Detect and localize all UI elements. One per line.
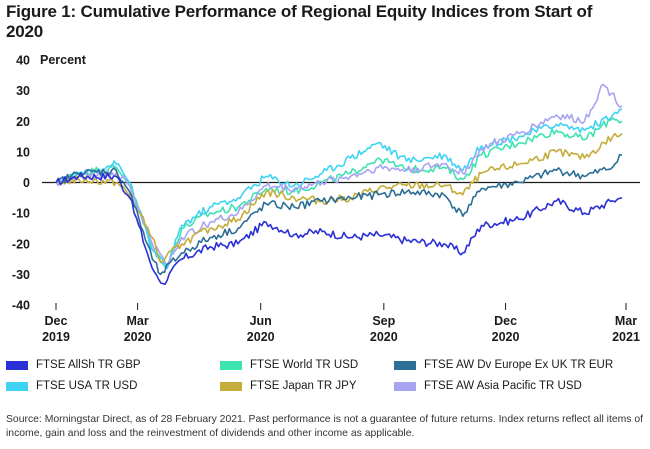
legend-swatch <box>394 360 416 370</box>
legend-label: FTSE AW Dv Europe Ex UK TR EUR <box>424 359 614 371</box>
x-tick-label: 2021 <box>612 330 640 344</box>
x-tick-label: Sep <box>372 314 395 328</box>
chart-title: Figure 1: Cumulative Performance of Regi… <box>6 2 593 41</box>
x-tick-label: 2020 <box>124 330 152 344</box>
legend-label: FTSE World TR USD <box>250 359 359 371</box>
y-tick-label: -10 <box>12 207 30 221</box>
y-axis-label: Percent <box>40 53 87 67</box>
x-tick-label: 2020 <box>247 330 275 344</box>
x-tick-label: 2020 <box>492 330 520 344</box>
x-tick-label: Jun <box>250 314 272 328</box>
y-tick-label: 0 <box>23 176 30 190</box>
legend-swatch <box>394 381 416 391</box>
legend-item: FTSE AllSh TR GBP <box>6 359 141 371</box>
series-line <box>55 108 623 270</box>
legend-swatch <box>6 381 28 391</box>
legend-label: FTSE AllSh TR GBP <box>36 359 141 371</box>
series-line <box>55 153 623 276</box>
x-axis: Dec 2019 Mar 2020 Jun 2020 Sep 2020 Dec 2020 Mar 20… <box>42 303 640 344</box>
y-tick-label: 40 <box>16 54 30 68</box>
series-line <box>55 132 623 263</box>
legend-item: FTSE World TR USD <box>220 359 358 371</box>
y-tick-label: 10 <box>16 145 30 159</box>
legend-label: FTSE Japan TR JPY <box>250 380 357 392</box>
y-tick-label: 20 <box>16 115 30 129</box>
y-tick-label: -20 <box>12 237 30 251</box>
legend-swatch <box>220 360 242 370</box>
source-note: Source: Morningstar Direct, as of 28 Feb… <box>6 414 644 439</box>
legend-item: FTSE AW Dv Europe Ex UK TR EUR <box>394 359 613 371</box>
series-line <box>55 117 623 267</box>
x-tick-label: 2019 <box>42 330 70 344</box>
line-chart: -40 -30 -20 -10 0 10 20 30 40 Dec 2019 Mar 2020 Jun 2… <box>12 53 640 344</box>
x-tick-label: 2020 <box>370 330 398 344</box>
legend-item: FTSE Japan TR JPY <box>220 380 357 392</box>
series-line <box>55 172 623 286</box>
legend-swatch <box>220 381 242 391</box>
x-tick-label: Mar <box>127 314 149 328</box>
y-tick-label: 30 <box>16 84 30 98</box>
x-tick-label: Dec <box>494 314 517 328</box>
legend-swatch <box>6 360 28 370</box>
y-axis: -40 -30 -20 -10 0 10 20 30 40 <box>12 54 30 313</box>
legend-label: FTSE AW Asia Pacific TR USD <box>424 380 582 392</box>
y-tick-label: -30 <box>12 268 30 282</box>
legend-label: FTSE USA TR USD <box>36 380 138 392</box>
legend-item: FTSE AW Asia Pacific TR USD <box>394 380 582 392</box>
y-tick-label: -40 <box>12 299 30 313</box>
series-layer <box>55 83 623 286</box>
legend-item: FTSE USA TR USD <box>6 380 137 392</box>
series-line <box>55 83 623 267</box>
x-tick-label: Dec <box>45 314 68 328</box>
x-tick-label: Mar <box>615 314 637 328</box>
